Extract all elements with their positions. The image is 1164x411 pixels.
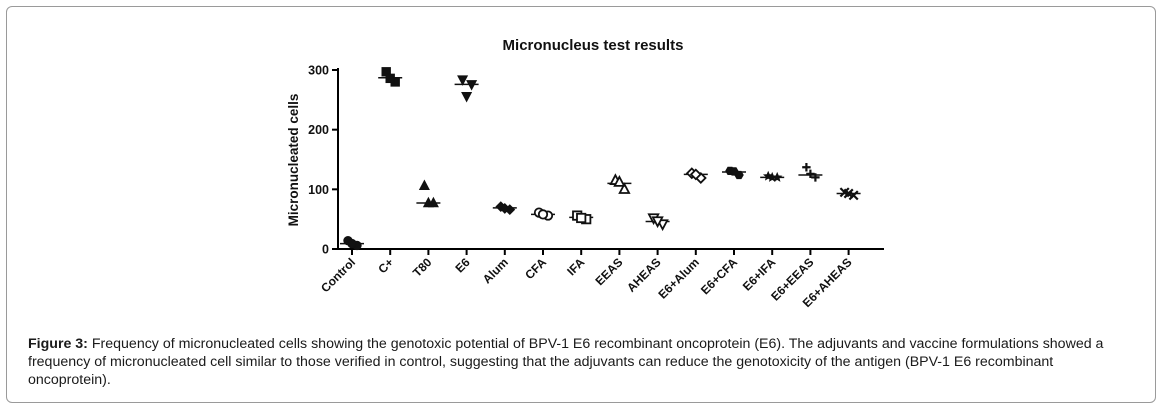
data-point — [651, 216, 664, 229]
data-point — [457, 75, 469, 86]
x-tick-label: C+ — [375, 255, 396, 276]
x-tick-label: IFA — [564, 255, 587, 278]
x-tick-label: CFA — [522, 255, 549, 282]
y-axis-label: Micronucleated cells — [286, 94, 301, 227]
data-point — [802, 163, 811, 172]
data-point — [766, 171, 778, 182]
data-point — [689, 168, 702, 181]
data-point — [385, 73, 395, 84]
x-tick-label: E6+CFA — [698, 255, 740, 297]
data-point — [811, 173, 820, 182]
data-point — [461, 92, 473, 103]
data-point — [418, 179, 430, 190]
data-point — [806, 169, 815, 179]
data-point — [613, 175, 626, 187]
figure-caption: Figure 3: Frequency of micronucleated ce… — [28, 335, 1138, 389]
data-point — [347, 238, 357, 249]
data-point — [843, 188, 854, 199]
y-tick-label: 300 — [308, 64, 329, 78]
data-point — [618, 182, 631, 194]
data-point — [499, 203, 511, 214]
data-point — [466, 80, 478, 91]
data-point — [422, 196, 434, 208]
x-tick-label: Control — [318, 255, 358, 295]
x-tick-label: T80 — [410, 255, 435, 280]
data-point — [537, 209, 549, 220]
caption-label: Figure 3: — [28, 336, 88, 352]
data-point — [576, 212, 587, 224]
y-tick-label: 0 — [322, 243, 329, 257]
micronucleus-chart: Micronucleus test results Micronucleated… — [286, 37, 884, 310]
x-tick-label: E6 — [452, 255, 473, 276]
y-tick-label: 100 — [308, 183, 329, 197]
data-point — [729, 167, 739, 176]
chart-title: Micronucleus test results — [503, 37, 684, 54]
x-tick-label: E6+Alum — [655, 255, 701, 301]
chart-area: Micronucleus test results Micronucleated… — [286, 37, 884, 310]
data-marks — [340, 67, 861, 251]
x-tick-label: EEAS — [593, 255, 626, 288]
x-tick-label: Alum — [480, 255, 511, 286]
figure-frame — [6, 6, 1156, 403]
y-tick-label: 200 — [308, 123, 329, 137]
caption-text: Frequency of micronucleated cells showin… — [28, 336, 1104, 388]
